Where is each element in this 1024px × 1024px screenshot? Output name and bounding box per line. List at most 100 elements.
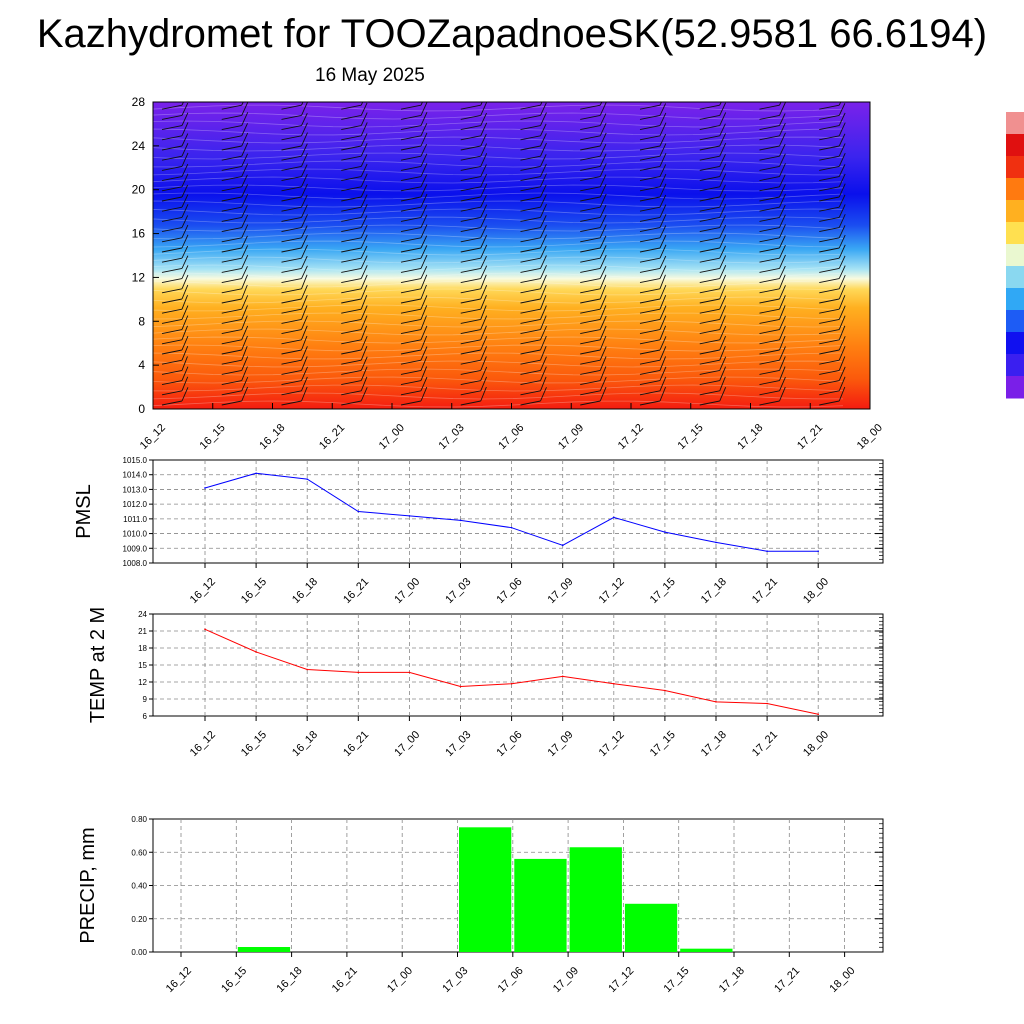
wind-barb	[838, 173, 846, 187]
wind-barb	[599, 265, 607, 279]
wind-barb	[540, 224, 547, 238]
wind-barb	[899, 133, 905, 146]
wind-barb	[181, 325, 188, 340]
wind-barb	[420, 305, 428, 320]
wind-barb	[580, 155, 601, 161]
wind-barb	[400, 339, 422, 345]
wind-barb	[480, 274, 487, 289]
wind-barb	[819, 237, 840, 243]
wind-barb	[719, 255, 727, 269]
colorbar-swatch	[1006, 156, 1024, 179]
wind-barb	[540, 133, 547, 147]
wind-barb	[420, 284, 427, 300]
wind-barb	[181, 376, 189, 391]
wind-barb	[341, 308, 362, 314]
wind-barb	[580, 125, 601, 131]
temp-xtick-label: 17_21	[750, 729, 780, 759]
wind-barb	[520, 125, 541, 131]
vertical-profile-chart: 0 4 8 12 16 20 24 28 16_12 16_15 16_18 16_21 17_00 17…	[132, 95, 905, 452]
wind-barb	[838, 336, 846, 351]
wind-barb	[639, 206, 661, 212]
wind-barb	[639, 104, 661, 110]
wind-barb	[719, 376, 726, 391]
wind-barb	[540, 284, 547, 300]
wind-barb	[360, 224, 368, 238]
pmsl-point	[817, 550, 819, 553]
wind-barb	[659, 386, 667, 402]
wind-barb	[400, 298, 422, 304]
colorbar-swatch	[1006, 376, 1024, 399]
wind-barb	[520, 278, 541, 284]
pmsl-ytick-label: 1009.0	[123, 544, 148, 553]
wind-barb	[520, 329, 541, 335]
wind-barb	[400, 318, 422, 324]
wind-barb	[819, 176, 840, 182]
wind-barb	[719, 335, 727, 351]
wind-barb	[181, 173, 189, 187]
wind-barb	[400, 329, 422, 335]
temperature-chart: 16_12 16_15 16_18 16_21 17_00 17_03 17_06 17_09…	[87, 607, 884, 759]
wind-barb	[420, 376, 428, 391]
wind-barb	[580, 349, 601, 355]
wind-barb	[420, 235, 428, 249]
wind-barb	[221, 206, 242, 212]
wind-barb	[719, 356, 727, 371]
wind-barb	[420, 163, 428, 177]
wind-barb	[301, 173, 308, 187]
wind-barb	[580, 104, 601, 110]
wind-barb	[161, 145, 183, 151]
wind-barb	[181, 163, 189, 177]
wind-barb	[819, 125, 840, 131]
wind-barb	[420, 224, 428, 238]
wind-barb	[580, 135, 601, 141]
wind-barb	[460, 390, 481, 396]
wind-barb	[480, 153, 488, 167]
wind-barb	[759, 114, 780, 120]
wind-barb	[639, 400, 661, 406]
wind-barb	[281, 257, 302, 263]
wind-barb	[540, 173, 547, 187]
page-title: Kazhydromet for TOOZapadnoeSK(52.9581 66…	[36, 12, 988, 56]
wind-barb	[221, 257, 242, 263]
wind-barb	[241, 245, 249, 259]
wind-barb	[899, 174, 905, 187]
wind-barb	[221, 104, 242, 110]
wind-barb	[819, 369, 840, 375]
wind-barb	[819, 298, 840, 304]
pmsl-point	[459, 519, 462, 522]
wind-barb	[161, 114, 183, 120]
pmsl-xtick-label: 17_18	[699, 576, 729, 606]
wind-barb	[420, 193, 428, 208]
wind-barb	[838, 122, 846, 136]
wind-barb	[879, 330, 899, 334]
wind-barb	[759, 145, 780, 151]
wind-barb	[420, 153, 428, 167]
profile-xtick-label: 18_00	[855, 422, 885, 452]
wind-barb	[779, 376, 786, 391]
wind-barb	[580, 339, 601, 345]
wind-barb	[879, 279, 899, 283]
wind-barb	[639, 114, 661, 120]
wind-barb	[181, 234, 189, 249]
wind-barb	[599, 204, 607, 218]
wind-barb	[480, 214, 488, 228]
wind-barb	[221, 155, 242, 161]
wind-barb	[181, 315, 189, 330]
wind-barb	[221, 339, 242, 345]
wind-barb	[161, 400, 183, 406]
wind-barb	[480, 346, 488, 361]
wind-barb	[400, 288, 422, 294]
wind-barb	[480, 112, 487, 126]
wind-barb	[181, 265, 189, 279]
wind-barb	[659, 122, 667, 136]
wind-barb	[301, 376, 308, 391]
wind-barb	[779, 214, 786, 228]
wind-barb	[699, 380, 720, 386]
wind-barb	[639, 176, 661, 182]
pmsl-ylabel: PMSL	[73, 484, 95, 538]
wind-barb	[281, 308, 302, 314]
wind-barb	[759, 247, 780, 253]
wind-barb	[520, 288, 541, 294]
wind-barb	[181, 274, 189, 289]
wind-barb	[580, 380, 601, 386]
